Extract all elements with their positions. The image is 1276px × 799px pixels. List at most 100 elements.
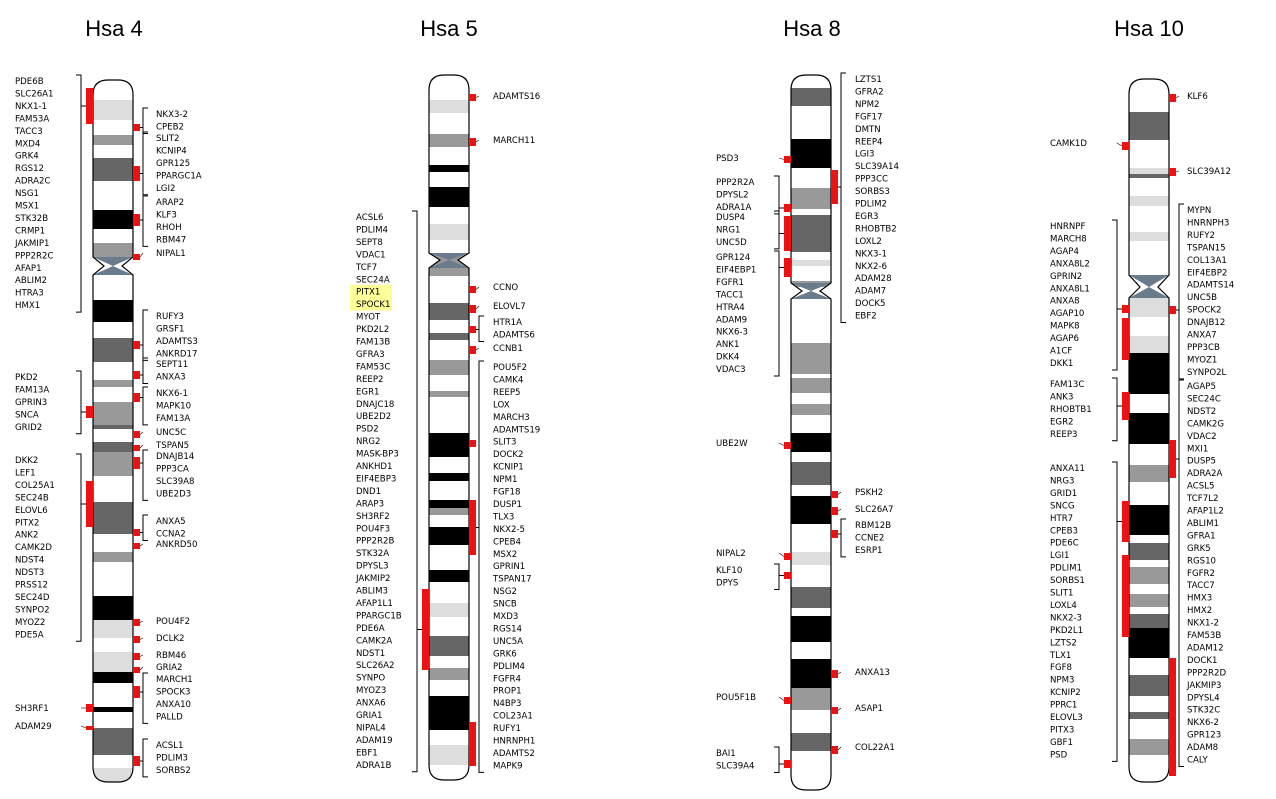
gene-label: MYOZ3 bbox=[356, 686, 386, 696]
gene-marker bbox=[469, 722, 476, 766]
gene-label: REEP4 bbox=[855, 137, 882, 147]
band bbox=[1129, 658, 1169, 675]
gene-label: RUFY1 bbox=[493, 724, 521, 734]
gene-label: A1CF bbox=[1050, 347, 1072, 357]
band bbox=[1129, 675, 1169, 696]
band bbox=[429, 340, 469, 360]
gene-label: EGR1 bbox=[356, 387, 380, 397]
gene-label: LOX bbox=[493, 400, 510, 410]
gene-label: GFRA2 bbox=[855, 87, 884, 97]
band bbox=[1129, 317, 1169, 336]
gene-label: NIPAL1 bbox=[156, 249, 186, 259]
band bbox=[791, 252, 831, 260]
gene-label: ELOVL6 bbox=[15, 506, 48, 516]
gene-label: COL25A1 bbox=[15, 481, 55, 491]
gene-label: EBF2 bbox=[855, 312, 877, 322]
gene-marker bbox=[469, 326, 476, 333]
gene-label: CALY bbox=[1187, 756, 1209, 766]
gene-marker bbox=[1169, 94, 1176, 102]
gene-label: PDLIM3 bbox=[156, 753, 188, 763]
gene-marker bbox=[133, 254, 140, 260]
gene-label: PDLIM1 bbox=[1050, 564, 1082, 574]
band bbox=[429, 668, 469, 680]
band bbox=[791, 659, 831, 688]
band bbox=[93, 620, 133, 638]
gene-label: DNAJB14 bbox=[156, 452, 194, 462]
gene-label: UBE2D2 bbox=[356, 412, 391, 422]
gene-label: SLC39A14 bbox=[855, 162, 899, 172]
gene-marker bbox=[133, 686, 140, 698]
gene-marker bbox=[86, 406, 93, 418]
band bbox=[1129, 444, 1169, 465]
gene-label: PPP2R2B bbox=[356, 537, 394, 547]
gene-label: SLC39A8 bbox=[156, 477, 195, 487]
gene-label: NPM1 bbox=[493, 475, 518, 485]
gene-marker bbox=[133, 431, 140, 438]
bracket-connector bbox=[475, 347, 480, 351]
chromosome-bands bbox=[791, 75, 831, 790]
gene-label: MAPK9 bbox=[493, 761, 523, 771]
band bbox=[791, 415, 831, 433]
band bbox=[791, 552, 831, 565]
gene-label: JAKMIP3 bbox=[1186, 681, 1222, 691]
bracket bbox=[142, 357, 148, 384]
gene-label: ADAM12 bbox=[1187, 643, 1224, 653]
band bbox=[93, 429, 133, 442]
gene-label: SNCB bbox=[493, 600, 517, 610]
gene-label: FAM13A bbox=[15, 385, 49, 395]
gene-label: GPRIN2 bbox=[1050, 272, 1082, 282]
band bbox=[791, 710, 831, 733]
bracket bbox=[142, 131, 148, 196]
band bbox=[791, 188, 831, 209]
gene-label: NRG1 bbox=[716, 225, 741, 235]
gene-label: DUSP1 bbox=[493, 500, 522, 510]
band bbox=[1129, 140, 1169, 168]
centromere bbox=[1129, 287, 1169, 298]
band bbox=[791, 215, 831, 252]
gene-label: ADAMTS16 bbox=[493, 92, 540, 102]
gene-marker bbox=[469, 440, 476, 447]
bracket bbox=[1178, 379, 1184, 767]
bracket-connector bbox=[778, 442, 785, 446]
gene-marker bbox=[1122, 305, 1129, 313]
gene-label: ANXA11 bbox=[1050, 464, 1085, 474]
gene-marker bbox=[133, 214, 140, 226]
band bbox=[791, 751, 831, 790]
gene-label: UNC5C bbox=[156, 428, 186, 438]
band bbox=[1129, 614, 1169, 628]
gene-label: FAM13C bbox=[1050, 380, 1084, 390]
gene-label: COL23A1 bbox=[493, 712, 533, 722]
chromosome-outline bbox=[92, 79, 134, 783]
band bbox=[1129, 696, 1169, 712]
bracket-connector bbox=[778, 157, 785, 160]
gene-label: ABLIM2 bbox=[15, 276, 47, 286]
gene-label: ANXA13 bbox=[855, 668, 890, 678]
gene-label: LZTS1 bbox=[855, 75, 882, 85]
gene-label: DKK1 bbox=[1050, 359, 1073, 369]
gene-label: DMTN bbox=[855, 125, 881, 135]
gene-label: POU4F2 bbox=[156, 617, 190, 627]
gene-label: GRID2 bbox=[15, 423, 42, 433]
chromosome-bands bbox=[1129, 79, 1169, 782]
band bbox=[93, 712, 133, 728]
bracket-connector bbox=[778, 552, 785, 557]
band bbox=[93, 243, 133, 257]
band bbox=[93, 181, 133, 210]
gene-label: PPP2R2C bbox=[15, 251, 53, 261]
gene-marker bbox=[784, 204, 791, 212]
gene-label: NSG1 bbox=[15, 189, 39, 199]
gene-label: PSKH2 bbox=[855, 488, 883, 498]
band bbox=[1129, 584, 1169, 594]
gene-label: KLF3 bbox=[156, 210, 177, 220]
gene-label: HTR7 bbox=[1050, 514, 1073, 524]
gene-label: VDAC1 bbox=[356, 250, 386, 260]
gene-marker bbox=[133, 341, 140, 349]
band bbox=[429, 545, 469, 570]
gene-marker bbox=[469, 305, 476, 313]
band bbox=[93, 387, 133, 402]
gene-label: PPP3CA bbox=[156, 464, 189, 474]
gene-marker bbox=[133, 756, 140, 766]
gene-label: SH3RF1 bbox=[15, 704, 49, 714]
band bbox=[429, 730, 469, 745]
gene-label: RUFY2 bbox=[1187, 231, 1215, 241]
